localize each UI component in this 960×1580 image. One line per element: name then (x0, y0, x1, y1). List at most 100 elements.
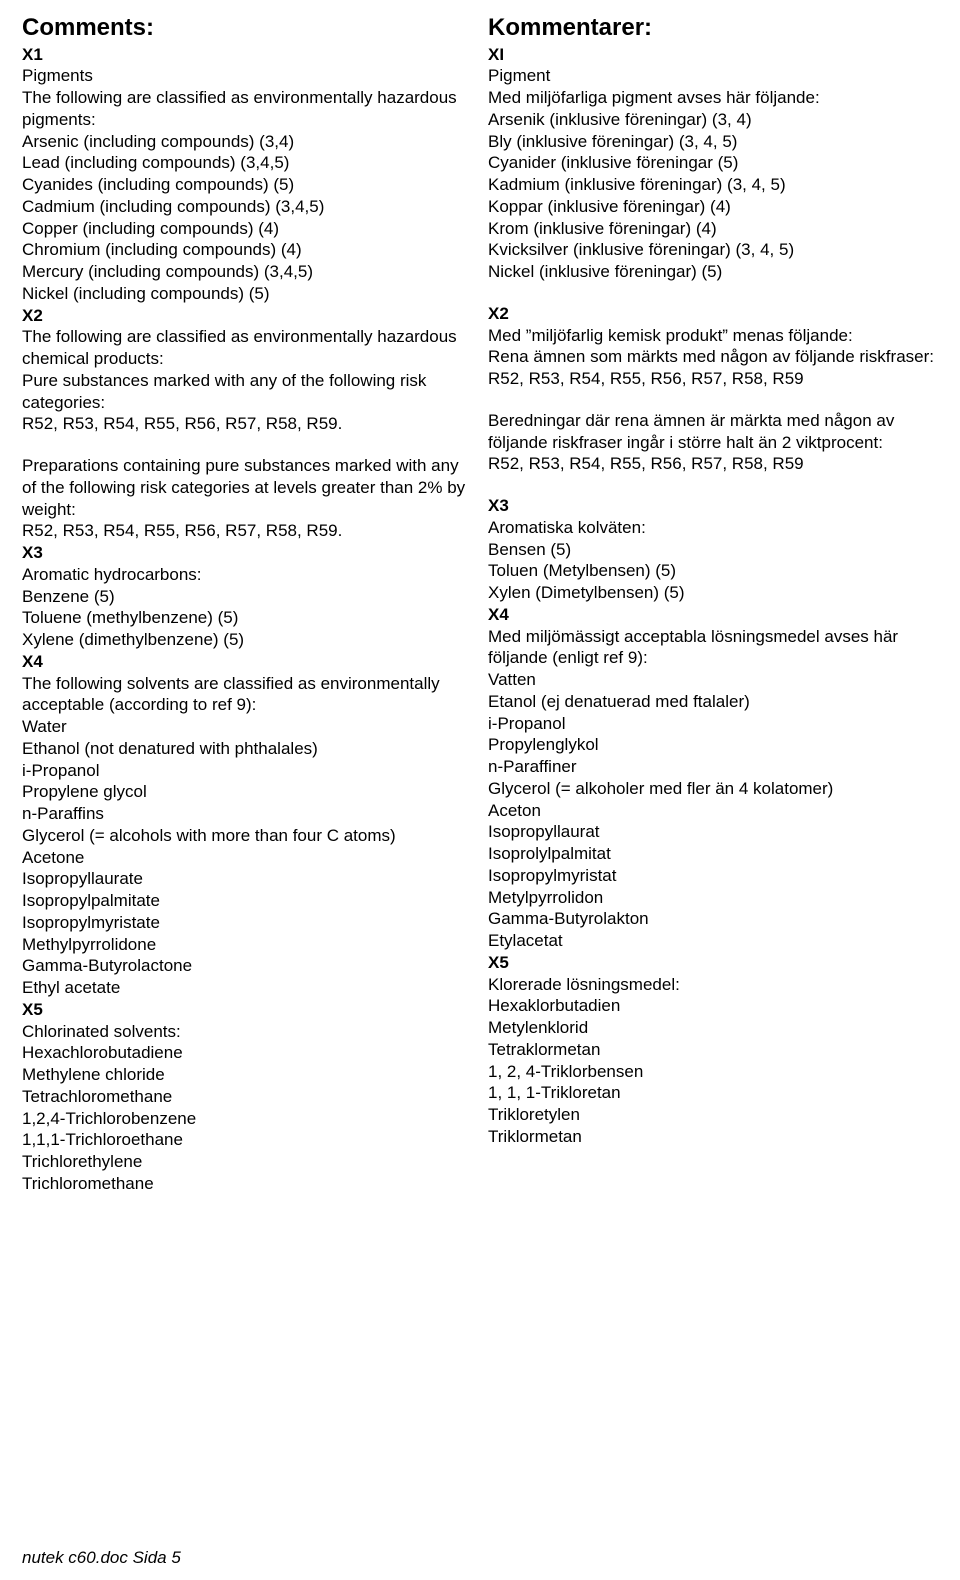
comments-heading: Comments: (22, 14, 472, 42)
x1-item: Copper (including compounds) (4) (22, 218, 472, 240)
x4-item: Aceton (488, 800, 938, 822)
x4-item: Ethanol (not denatured with phthalales) (22, 738, 472, 760)
x4-item: Water (22, 716, 472, 738)
x4-item: Propylene glycol (22, 781, 472, 803)
x1-intro: Med miljöfarliga pigment avses här följa… (488, 87, 938, 109)
x1-title: Pigments (22, 65, 472, 87)
x4-item: i-Propanol (488, 713, 938, 735)
x5-item: Trichlorethylene (22, 1151, 472, 1173)
x4-item: Methylpyrrolidone (22, 934, 472, 956)
x1-code: X1 (22, 44, 472, 66)
x5-item: Hexaklorbutadien (488, 995, 938, 1017)
x3-item: Bensen (5) (488, 539, 938, 561)
x3-item: Toluen (Metylbensen) (5) (488, 560, 938, 582)
x5-code: X5 (488, 952, 938, 974)
spacer (488, 475, 938, 495)
x2-intro3: Preparations containing pure substances … (22, 455, 472, 520)
x4-item: Isoprolylpalmitat (488, 843, 938, 865)
x2-intro1: The following are classified as environm… (22, 326, 472, 370)
x5-item: Trikloretylen (488, 1104, 938, 1126)
x2-rlist1: R52, R53, R54, R55, R56, R57, R58, R59 (488, 368, 938, 390)
x2-intro1: Med ”miljöfarlig kemisk produkt” menas f… (488, 325, 938, 347)
x4-item: Isopropyllaurate (22, 868, 472, 890)
x1-item: Mercury (including compounds) (3,4,5) (22, 261, 472, 283)
x1-item: Kadmium (inklusive föreningar) (3, 4, 5) (488, 174, 938, 196)
x4-item: Ethyl acetate (22, 977, 472, 999)
x4-item: Isopropylpalmitate (22, 890, 472, 912)
x2-intro3: Beredningar där rena ämnen är märkta med… (488, 410, 938, 454)
x5-title: Chlorinated solvents: (22, 1021, 472, 1043)
x5-item: 1,2,4-Trichlorobenzene (22, 1108, 472, 1130)
x1-title: Pigment (488, 65, 938, 87)
x5-item: 1,1,1-Trichloroethane (22, 1129, 472, 1151)
x1-item: Cyanides (including compounds) (5) (22, 174, 472, 196)
x4-intro: The following solvents are classified as… (22, 673, 472, 717)
x1-item: Cyanider (inklusive föreningar (5) (488, 152, 938, 174)
x1-item: Cadmium (including compounds) (3,4,5) (22, 196, 472, 218)
x2-rlist2: R52, R53, R54, R55, R56, R57, R58, R59 (488, 453, 938, 475)
x3-item: Benzene (5) (22, 586, 472, 608)
x5-item: Triklormetan (488, 1126, 938, 1148)
document-page: Comments: X1 Pigments The following are … (0, 0, 960, 1580)
x4-item: Etanol (ej denatuerad med ftalaler) (488, 691, 938, 713)
x1-intro: The following are classified as environm… (22, 87, 472, 131)
x4-item: Propylenglykol (488, 734, 938, 756)
x4-item: Gamma-Butyrolactone (22, 955, 472, 977)
x2-code: X2 (22, 305, 472, 327)
x4-item: Glycerol (= alcohols with more than four… (22, 825, 472, 847)
x3-title: Aromatiska kolväten: (488, 517, 938, 539)
x4-item: Vatten (488, 669, 938, 691)
x4-code: X4 (22, 651, 472, 673)
x3-code: X3 (22, 542, 472, 564)
x5-title: Klorerade lösningsmedel: (488, 974, 938, 996)
x1-item: Arsenic (including compounds) (3,4) (22, 131, 472, 153)
x2-rlist2: R52, R53, R54, R55, R56, R57, R58, R59. (22, 520, 472, 542)
x4-item: Glycerol (= alkoholer med fler än 4 kola… (488, 778, 938, 800)
x1-item: Koppar (inklusive föreningar) (4) (488, 196, 938, 218)
x1-item: Krom (inklusive föreningar) (4) (488, 218, 938, 240)
x5-item: Methylene chloride (22, 1064, 472, 1086)
x5-item: Hexachlorobutadiene (22, 1042, 472, 1064)
x3-item: Xylene (dimethylbenzene) (5) (22, 629, 472, 651)
x3-item: Xylen (Dimetylbensen) (5) (488, 582, 938, 604)
x1-item: Nickel (inklusive föreningar) (5) (488, 261, 938, 283)
x1-code: XI (488, 44, 938, 66)
x5-item: Metylenklorid (488, 1017, 938, 1039)
x3-item: Toluene (methylbenzene) (5) (22, 607, 472, 629)
page-footer: nutek c60.doc Sida 5 (22, 1548, 181, 1568)
x1-item: Lead (including compounds) (3,4,5) (22, 152, 472, 174)
x4-item: i-Propanol (22, 760, 472, 782)
right-column: Kommentarer: XI Pigment Med miljöfarliga… (488, 14, 938, 1195)
x4-intro: Med miljömässigt acceptabla lösningsmede… (488, 626, 938, 670)
x4-item: Metylpyrrolidon (488, 887, 938, 909)
x4-code: X4 (488, 604, 938, 626)
x2-code: X2 (488, 303, 938, 325)
x5-code: X5 (22, 999, 472, 1021)
x4-item: n-Paraffins (22, 803, 472, 825)
x5-item: 1, 1, 1-Trikloretan (488, 1082, 938, 1104)
two-column-layout: Comments: X1 Pigments The following are … (22, 14, 938, 1195)
x1-item: Chromium (including compounds) (4) (22, 239, 472, 261)
x2-intro2: Rena ämnen som märkts med någon av följa… (488, 346, 938, 368)
x4-item: Etylacetat (488, 930, 938, 952)
x4-item: n-Paraffiner (488, 756, 938, 778)
x3-title: Aromatic hydrocarbons: (22, 564, 472, 586)
spacer (488, 283, 938, 303)
x2-rlist1: R52, R53, R54, R55, R56, R57, R58, R59. (22, 413, 472, 435)
x4-item: Isopropylmyristate (22, 912, 472, 934)
x4-item: Isopropyllaurat (488, 821, 938, 843)
spacer (488, 390, 938, 410)
x1-item: Kvicksilver (inklusive föreningar) (3, 4… (488, 239, 938, 261)
x5-item: Trichloromethane (22, 1173, 472, 1195)
left-column: Comments: X1 Pigments The following are … (22, 14, 472, 1195)
x4-item: Isopropylmyristat (488, 865, 938, 887)
x1-item: Nickel (including compounds) (5) (22, 283, 472, 305)
x5-item: Tetrachloromethane (22, 1086, 472, 1108)
x2-intro2: Pure substances marked with any of the f… (22, 370, 472, 414)
x3-code: X3 (488, 495, 938, 517)
x1-item: Arsenik (inklusive föreningar) (3, 4) (488, 109, 938, 131)
x5-item: Tetraklormetan (488, 1039, 938, 1061)
x5-item: 1, 2, 4-Triklorbensen (488, 1061, 938, 1083)
x4-item: Gamma-Butyrolakton (488, 908, 938, 930)
spacer (22, 435, 472, 455)
